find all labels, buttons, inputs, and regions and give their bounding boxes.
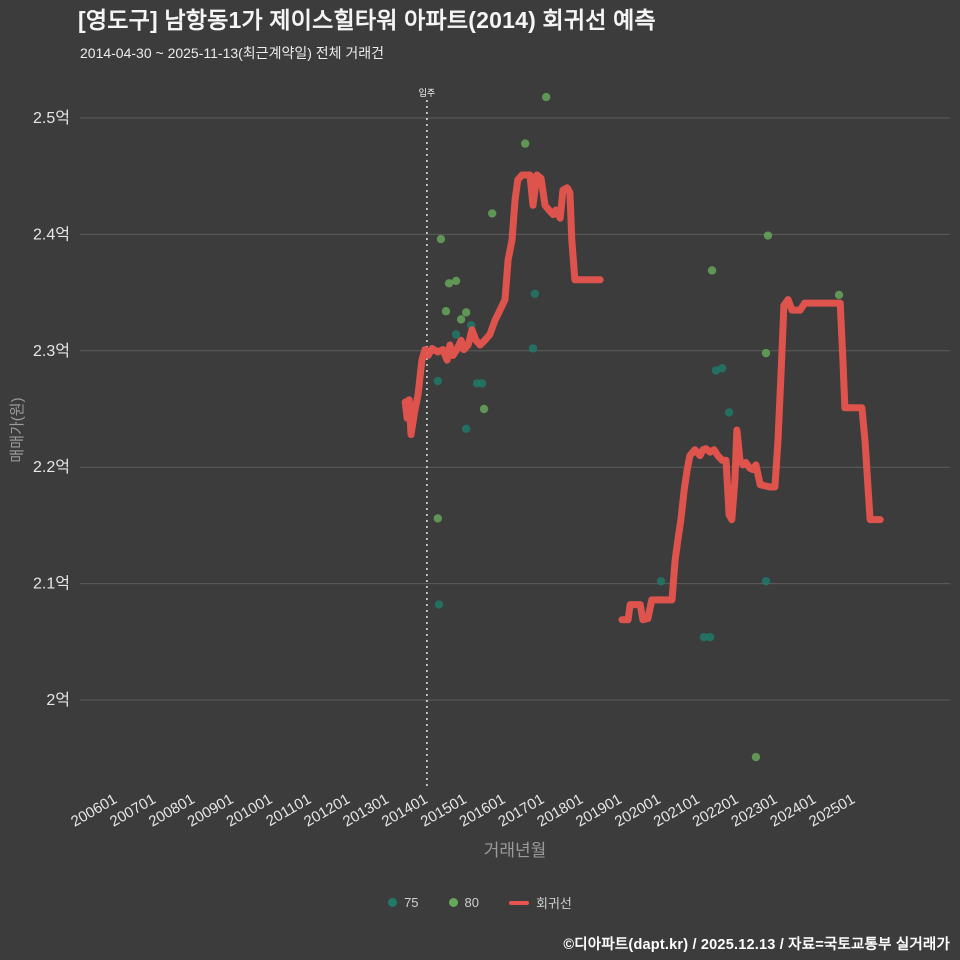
- y-tick-label: 2.3억: [33, 342, 70, 360]
- scatter-point-75: [656, 577, 666, 586]
- scatter-point-80: [520, 139, 530, 148]
- chart-subtitle: 2014-04-30 ~ 2025-11-13(최근계약일) 전체 거래건: [80, 44, 385, 61]
- scatter-point-80: [433, 514, 443, 523]
- scatter-point-75: [724, 408, 734, 417]
- legend-item-75: 75: [388, 895, 419, 910]
- scatter-point-75: [530, 289, 540, 298]
- page-title: [영도구] 남항동1가 제이스힐타워 아파트(2014) 회귀선 예측: [78, 7, 656, 33]
- scatter-point-75: [451, 330, 461, 339]
- scatter-point-75: [705, 632, 715, 642]
- scatter-point-80: [456, 315, 466, 324]
- x-axis-title: 거래년월: [484, 841, 547, 860]
- legend-swatch-75: [388, 898, 398, 907]
- scatter-point-75: [699, 632, 709, 642]
- y-tick-label: 2.2억: [33, 458, 70, 476]
- y-tick-label: 2억: [46, 691, 70, 709]
- scatter-point-80: [479, 404, 489, 414]
- scatter-point-75: [433, 376, 443, 386]
- scatter-point-75: [477, 379, 487, 388]
- regression-line: [618, 296, 884, 624]
- legend-swatch-80: [448, 898, 458, 907]
- y-axis-title: 매매가(원): [9, 397, 26, 462]
- scatter-point-80: [761, 348, 771, 358]
- scatter-point-80: [444, 279, 454, 288]
- move-in-label: 입주: [419, 87, 436, 98]
- scatter-point-80: [436, 234, 446, 244]
- footer-credit: ©디아파트(dapt.kr) / 2025.12.13 / 자료=국토교통부 실…: [563, 937, 950, 953]
- chart-legend: 75 80 회귀선: [0, 893, 960, 912]
- legend-item-regression: 회귀선: [509, 893, 572, 912]
- scatter-point-75: [761, 577, 771, 586]
- scatter-point-80: [451, 276, 461, 286]
- scatter-point-75: [717, 364, 727, 373]
- scatter-point-80: [707, 266, 717, 275]
- scatter-point-80: [461, 308, 471, 317]
- regression-line: [401, 171, 604, 439]
- scatter-point-80: [541, 92, 551, 102]
- chart-header: [영도구] 남항동1가 제이스힐타워 아파트(2014) 회귀선 예측 2014…: [78, 6, 940, 63]
- scatter-point-75: [461, 424, 471, 433]
- legend-swatch-regression: [509, 900, 530, 905]
- scatter-point-80: [441, 307, 451, 316]
- scatter-point-80: [487, 209, 497, 218]
- scatter-point-80: [751, 752, 761, 762]
- legend-label-regression: 회귀선: [536, 896, 572, 911]
- legend-label-80: 80: [464, 895, 480, 910]
- y-tick-label: 2.4억: [33, 225, 70, 243]
- scatter-point-80: [763, 231, 773, 240]
- y-tick-label: 2.1억: [33, 575, 70, 593]
- y-tick-label: 2.5억: [33, 109, 70, 127]
- scatter-point-75: [528, 344, 538, 353]
- legend-item-80: 80: [448, 895, 480, 910]
- scatter-point-75: [434, 600, 444, 609]
- scatter-point-80: [834, 290, 844, 300]
- legend-label-75: 75: [404, 895, 419, 910]
